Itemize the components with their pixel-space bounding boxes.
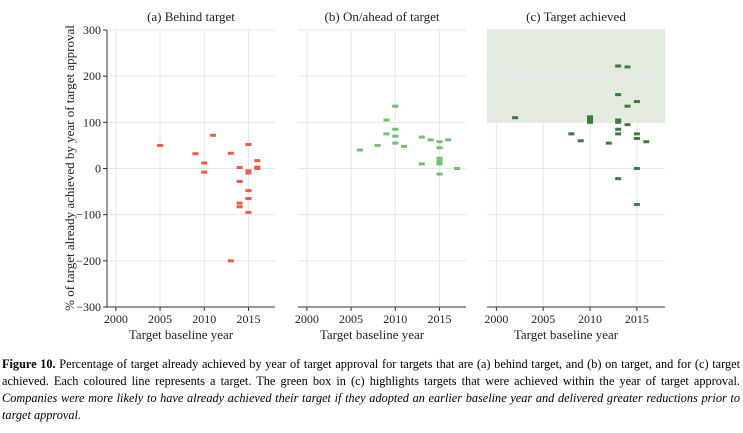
data-point — [245, 142, 252, 146]
x-tick-label: 2000 — [484, 312, 508, 326]
panel-2: 2000 2005 2010 2015 (b) On/ahead of target Ta… — [295, 9, 466, 342]
data-point — [587, 118, 594, 122]
panel-title: (b) On/ahead of target — [325, 9, 440, 24]
data-point — [418, 162, 425, 166]
panels-group: −300 −200 −100 0 100 200 300 2000 2005 2010 2015 (a… — [76, 9, 665, 342]
data-point — [633, 100, 640, 104]
x-tick-label: 2010 — [578, 312, 602, 326]
data-point — [227, 151, 234, 155]
data-point — [436, 172, 443, 176]
x-axis-label: Target baseline year — [129, 327, 234, 342]
figure-caption: Figure 10. Percentage of target already … — [2, 356, 740, 424]
data-point — [436, 146, 443, 150]
figure-canvas: % of target already achieved by year of … — [62, 9, 665, 342]
data-point — [615, 177, 622, 181]
panel-3: 2000 2005 2010 2015 (c) Target achieved Targe… — [484, 9, 665, 342]
data-point — [436, 156, 443, 160]
data-point — [418, 135, 425, 139]
data-point — [512, 116, 519, 120]
panel-title: (a) Behind target — [147, 9, 235, 24]
data-point — [392, 134, 399, 138]
data-point — [245, 171, 252, 175]
data-point — [392, 141, 399, 145]
data-point — [587, 115, 594, 119]
x-axis-label: Target baseline year — [514, 327, 619, 342]
data-point — [615, 132, 622, 136]
data-point — [236, 201, 243, 205]
data-point — [254, 159, 261, 163]
y-axis-label: % of target already achieved by year of … — [62, 25, 77, 311]
data-point — [245, 197, 252, 201]
data-point — [445, 138, 452, 142]
data-point — [633, 136, 640, 140]
panel-title: (c) Target achieved — [526, 9, 626, 24]
x-tick-label: 2010 — [383, 312, 407, 326]
data-point — [605, 141, 612, 145]
data-point — [192, 152, 199, 156]
data-point — [245, 189, 252, 193]
data-point — [587, 117, 594, 121]
x-tick-label: 2005 — [339, 312, 363, 326]
data-point — [245, 169, 252, 173]
y-tick-label: 300 — [83, 23, 101, 37]
y-tick-label: 200 — [83, 69, 101, 83]
data-point — [383, 132, 390, 136]
data-point — [568, 132, 575, 136]
data-point — [577, 139, 584, 143]
data-point — [624, 104, 631, 108]
y-tick-label: 0 — [95, 162, 101, 176]
y-tick-label: −200 — [76, 254, 101, 268]
data-point — [236, 179, 243, 183]
data-point — [201, 170, 208, 174]
data-point — [210, 133, 217, 137]
data-point — [201, 161, 208, 165]
data-point — [633, 203, 640, 207]
data-point — [245, 210, 252, 214]
data-point — [615, 64, 622, 68]
data-point — [254, 167, 261, 170]
x-tick-label: 2005 — [531, 312, 555, 326]
data-point — [383, 118, 390, 122]
data-point — [401, 144, 408, 148]
data-point — [236, 205, 243, 209]
y-tick-label: −100 — [76, 208, 101, 222]
data-point — [615, 120, 622, 124]
data-point — [454, 167, 461, 170]
x-axis-label: Target baseline year — [320, 327, 425, 342]
x-tick-label: 2010 — [192, 312, 216, 326]
y-tick-label: 100 — [83, 115, 101, 129]
x-tick-label: 2015 — [236, 312, 260, 326]
data-point — [633, 132, 640, 136]
data-point — [392, 127, 399, 131]
data-point — [157, 143, 164, 147]
data-point — [436, 140, 443, 144]
y-tick-label: −300 — [76, 300, 101, 314]
x-tick-label: 2000 — [104, 312, 128, 326]
x-tick-label: 2015 — [625, 312, 649, 326]
caption-italic-text: Companies were more likely to have alrea… — [2, 391, 740, 422]
data-point — [615, 93, 622, 97]
data-point — [356, 148, 363, 152]
data-point — [633, 167, 640, 170]
data-point — [624, 65, 631, 69]
data-point — [624, 123, 631, 127]
data-point — [643, 140, 650, 144]
data-point — [615, 127, 622, 131]
data-point — [392, 104, 399, 108]
caption-text: Percentage of target already achieved by… — [2, 357, 740, 388]
x-tick-label: 2015 — [427, 312, 451, 326]
data-point — [587, 120, 594, 124]
data-point — [615, 118, 622, 122]
data-point — [427, 138, 434, 142]
panel-1: −300 −200 −100 0 100 200 300 2000 2005 2010 2015 (a… — [76, 9, 275, 342]
data-point — [236, 166, 243, 170]
data-point — [374, 143, 381, 147]
x-tick-label: 2005 — [148, 312, 172, 326]
x-tick-label: 2000 — [295, 312, 319, 326]
data-point — [436, 160, 443, 164]
caption-label: Figure 10. — [2, 357, 56, 371]
data-point — [227, 259, 234, 263]
data-point — [436, 162, 443, 166]
